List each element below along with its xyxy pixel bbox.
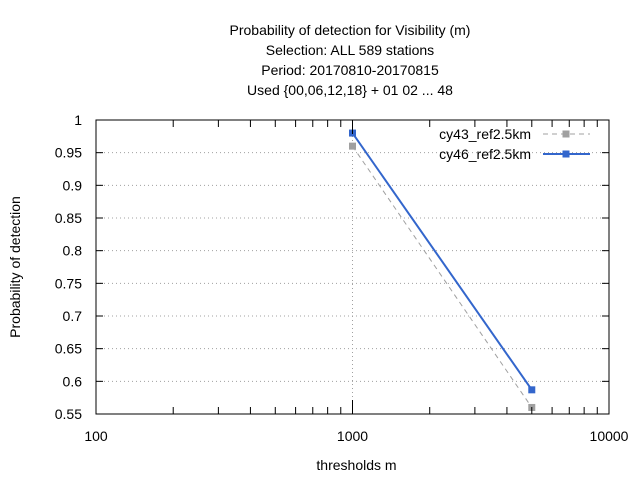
legend: cy43_ref2.5km cy46_ref2.5km <box>439 126 590 162</box>
y-tick-label: 0.75 <box>55 275 82 291</box>
grid-lines <box>96 120 609 414</box>
y-tick-label: 0.6 <box>63 373 83 389</box>
x-tick-label: 1000 <box>337 428 368 444</box>
y-tick-label: 0.7 <box>63 308 83 324</box>
y-axis-label: Probability of detection <box>7 196 23 338</box>
chart-title-line-4: Used {00,06,12,18} + 01 02 ... 48 <box>247 82 453 98</box>
legend-label: cy46_ref2.5km <box>439 146 531 162</box>
y-tick-label: 0.85 <box>55 210 82 226</box>
y-tick-label: 0.65 <box>55 341 82 357</box>
x-axis-label: thresholds m <box>316 457 396 473</box>
series-line-cy43_ref2.5km <box>352 145 533 408</box>
legend-marker <box>562 130 570 138</box>
legend-marker <box>562 150 570 158</box>
chart-title-line-2: Selection: ALL 589 stations <box>266 42 434 58</box>
legend-label: cy43_ref2.5km <box>439 126 531 142</box>
series-lines <box>349 129 536 411</box>
y-tick-label: 0.8 <box>63 243 83 259</box>
axis-labels: 0.55 0.6 0.65 0.7 0.75 0.8 0.85 0.9 0.95 1 100 1000… <box>7 112 629 473</box>
data-point-cy46_ref2.5km <box>528 386 536 394</box>
y-tick-label: 0.55 <box>55 406 82 422</box>
chart-title-line-3: Period: 20170810-20170815 <box>261 62 439 78</box>
y-tick-label: 1 <box>74 112 82 128</box>
axis-ticks <box>95 119 610 415</box>
data-point-cy43_ref2.5km <box>349 142 356 150</box>
y-tick-label: 0.95 <box>55 145 82 161</box>
chart-title-line-1: Probability of detection for Visibility … <box>230 22 471 38</box>
y-tick-label: 0.9 <box>63 177 83 193</box>
series-line-cy46_ref2.5km <box>351 132 533 391</box>
x-tick-label: 100 <box>84 428 108 444</box>
x-tick-label: 10000 <box>590 428 629 444</box>
chart-title: Probability of detection for Visibility … <box>230 22 471 98</box>
